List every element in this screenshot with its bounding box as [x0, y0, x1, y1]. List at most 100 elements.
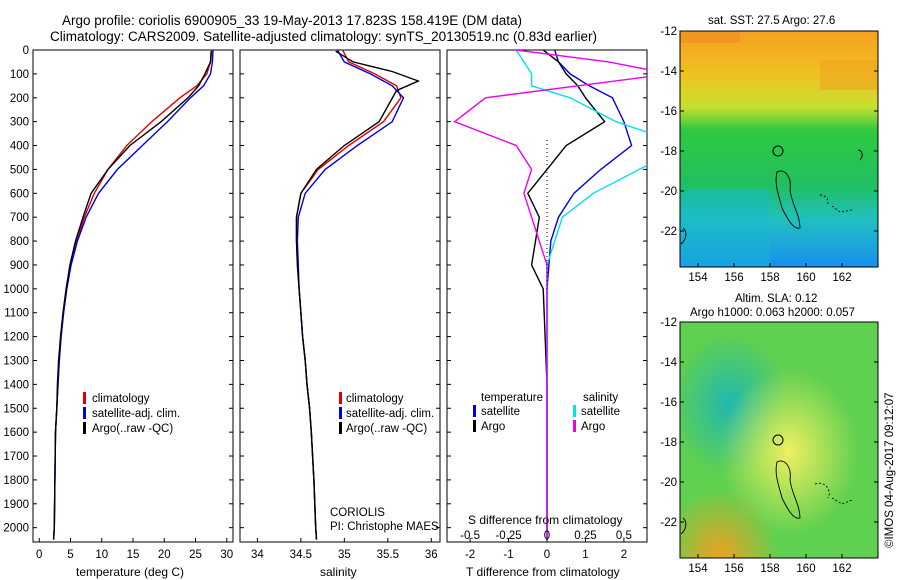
series-line-temperature-satellite — [546, 50, 633, 540]
map-x-tick-label: 154 — [688, 563, 708, 575]
depth-tick-label: 200 — [10, 93, 29, 105]
map-y-tick-label: -14 — [660, 66, 677, 78]
legend-swatch-sal-satellite — [573, 405, 576, 417]
legend-label-temp-satellite: satellite — [481, 406, 520, 418]
map-y-tick-label: -16 — [660, 106, 677, 118]
island-coastline — [775, 170, 801, 229]
difference-x-tick-label: 1 — [582, 549, 588, 561]
depth-tick-label: 2000 — [3, 523, 29, 535]
map-x-tick-label: 162 — [832, 272, 851, 284]
map-y-tick-label: -22 — [660, 517, 677, 529]
sla-map-frame — [679, 321, 879, 559]
sst-map-frame — [679, 30, 879, 268]
map-y-tick-label: -22 — [660, 226, 677, 238]
sst-warm-patch — [820, 60, 878, 90]
salinity-difference-tick-label: -0.25 — [495, 530, 521, 542]
legend-label-temp-argo: Argo — [481, 421, 505, 433]
legend-swatch-satellite — [83, 407, 86, 419]
salinity-legend: climatology satellite-adj. clim. Argo(..… — [330, 392, 439, 533]
depth-tick-label: 1000 — [3, 284, 29, 296]
legend-label-satellite: satellite-adj. clim. — [346, 408, 434, 420]
map-y-tick-label: -20 — [660, 186, 677, 198]
temperature-x-tick-label: 20 — [158, 549, 171, 561]
principal-investigator: PI: Christophe MAES — [330, 521, 439, 533]
map-x-tick-label: 160 — [796, 272, 815, 284]
difference-top-xlabel: S difference from climatology — [468, 513, 623, 527]
map-x-tick-label: 158 — [760, 272, 779, 284]
depth-axis: 0 100 200 300 400 500 600 700 800 900 1000 1100 1200… — [3, 45, 647, 535]
depth-tick-label: 1300 — [3, 355, 29, 367]
imos-credit: ©IMOS 04-Aug-2017 09:12:07 — [884, 392, 896, 548]
depth-tick-label: 300 — [10, 117, 29, 129]
legend-swatch-temp-satellite — [473, 405, 476, 417]
temperature-xlabel: temperature (deg C) — [76, 565, 184, 579]
salinity-xlabel: salinity — [320, 565, 357, 579]
salinity-difference-tick-label: 0.25 — [574, 530, 596, 542]
depth-tick-label: 600 — [10, 188, 29, 200]
map-y-tick-label: -18 — [660, 146, 677, 158]
temperature-plot-frame — [32, 49, 234, 543]
depth-tick-label: 1900 — [3, 499, 29, 511]
legend-label-sal-argo: Argo — [581, 421, 605, 433]
map-y-tick-label: -16 — [660, 397, 677, 409]
series-line-argo-raw-qc- — [52, 51, 212, 540]
coastline — [680, 517, 687, 535]
temperature-x-ticks: 0 5 10 15 20 25 30 — [36, 538, 233, 561]
series-line-climatology — [52, 50, 213, 540]
map-x-tick-label: 162 — [832, 563, 851, 575]
sla-high-patch — [680, 322, 878, 558]
island-coastline — [775, 460, 801, 519]
difference-x-ticks: -2 -1 0 1 2 — [465, 538, 627, 561]
temperature-x-tick-label: 5 — [67, 549, 73, 561]
salinity-x-ticks: 34 34.5 35 35.5 36 — [251, 538, 438, 561]
sla-map-title: Altim. SLA: 0.12 — [735, 293, 817, 305]
salinity-x-tick-label: 34 — [251, 549, 264, 561]
series-line-salinity-argo — [453, 50, 647, 540]
legend-label-climatology: climatology — [346, 393, 404, 405]
series-line-argo-raw-qc- — [295, 50, 421, 540]
legend-swatch-climatology — [339, 392, 342, 404]
difference-series — [453, 50, 647, 540]
sst-warm-patch — [680, 31, 740, 43]
temperature-legend: climatology satellite-adj. clim. Argo(..… — [83, 392, 180, 435]
difference-xlabel: T difference from climatology — [466, 565, 620, 579]
legend-label-satellite: satellite-adj. clim. — [92, 408, 180, 420]
map-y-tick-label: -18 — [660, 437, 677, 449]
sst-map-title: sat. SST: 27.5 Argo: 27.6 — [708, 15, 835, 27]
depth-tick-label: 1600 — [3, 427, 29, 439]
sla-map-subtitle: Argo h1000: 0.063 h2000: 0.057 — [690, 307, 855, 319]
series-line-temperature-argo — [526, 50, 606, 540]
salinity-x-tick-label: 36 — [425, 549, 438, 561]
legend-header-temperature: temperature — [481, 392, 543, 404]
legend-label-argo: Argo(..raw -QC) — [92, 423, 173, 435]
salinity-difference-ticks: -0.5 -0.25 0 0.25 0.5 — [460, 530, 632, 542]
sla-map-axes: -12 -14 -16 -18 -20 -22 154 156 158 160 162 — [660, 317, 878, 575]
sst-map-axes: -12 -14 -16 -18 -20 -22 154 156 158 160 162 — [660, 26, 878, 284]
legend-header-salinity: salinity — [583, 392, 618, 404]
legend-label-sal-satellite: satellite — [581, 406, 620, 418]
depth-tick-label: 700 — [10, 212, 29, 224]
difference-legend: temperature salinity satellite Argo sate… — [473, 392, 620, 433]
legend-swatch-climatology — [83, 392, 86, 404]
title-line-2: Climatology: CARS2009. Satellite-adjuste… — [50, 29, 597, 44]
map-y-tick-label: -12 — [660, 26, 677, 38]
salinity-difference-tick-label: 0.5 — [616, 530, 632, 542]
map-y-tick-label: -14 — [660, 357, 677, 369]
depth-tick-label: 1800 — [3, 475, 29, 487]
argo-float-marker — [772, 434, 784, 446]
map-x-tick-label: 160 — [796, 563, 815, 575]
legend-label-climatology: climatology — [92, 393, 150, 405]
salinity-plot-frame — [239, 49, 441, 543]
legend-swatch-temp-argo — [473, 420, 476, 432]
depth-tick-label: 800 — [10, 236, 29, 248]
depth-tick-label: 900 — [10, 260, 29, 272]
sla-map: Altim. SLA: 0.12 Argo h1000: 0.063 h2000… — [660, 293, 879, 575]
salinity-x-tick-label: 35 — [338, 549, 351, 561]
temperature-x-tick-label: 25 — [189, 549, 202, 561]
sst-cool-patch — [680, 190, 770, 267]
reef-coastline — [819, 194, 853, 213]
float-operator: CORIOLIS — [330, 507, 385, 519]
depth-tick-label: 1500 — [3, 403, 29, 415]
salinity-x-tick-label: 34.5 — [290, 549, 312, 561]
legend-swatch-argo — [339, 422, 342, 434]
